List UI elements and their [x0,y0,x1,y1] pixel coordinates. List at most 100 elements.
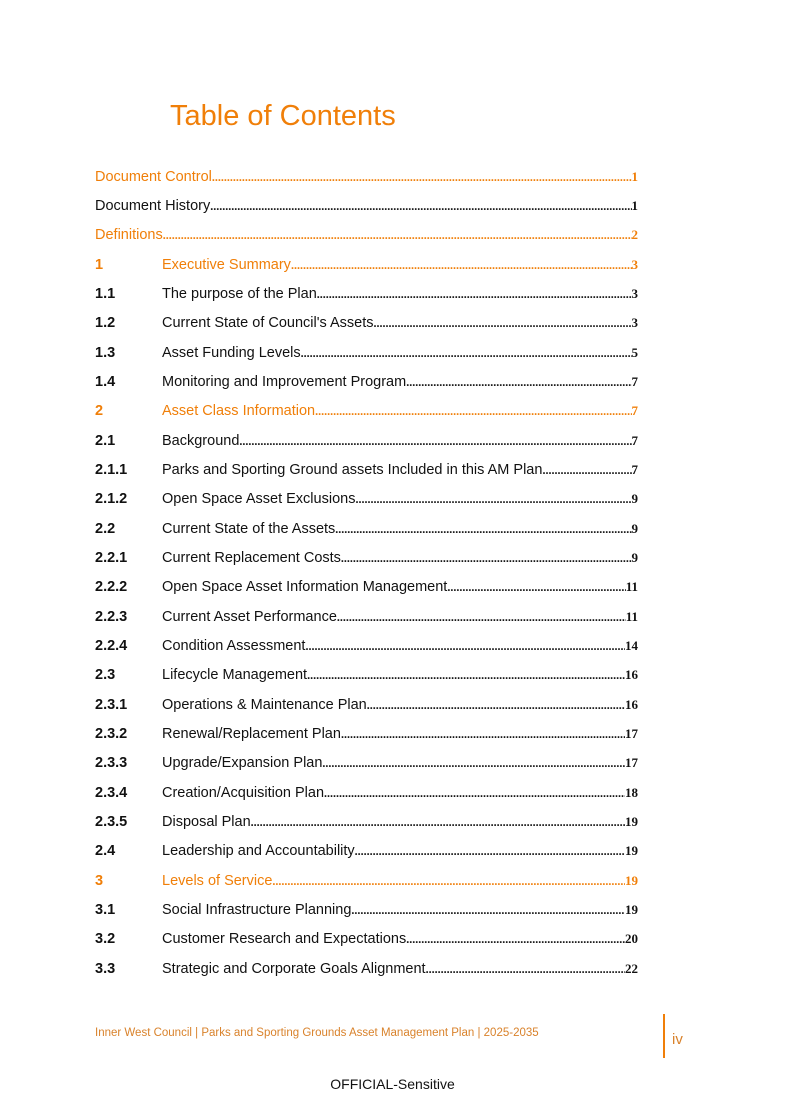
toc-entry[interactable]: 2.2.3 Current Asset Performance 11 [95,602,638,631]
toc-leader-dots [301,346,632,361]
toc-entry[interactable]: 3.1 Social Infrastructure Planning 19 [95,895,638,924]
toc-entry-label[interactable]: Definitions [95,227,163,244]
toc-entry[interactable]: 2.3.2 Renewal/Replacement Plan 17 [95,719,638,748]
toc-entry[interactable]: Definitions 2 [95,221,638,250]
toc-entry[interactable]: 2.1.2 Open Space Asset Exclusions 9 [95,485,638,514]
toc-entry-label[interactable]: Asset Funding Levels [162,344,301,361]
toc-entry[interactable]: 2.4 Leadership and Accountability 19 [95,837,638,866]
toc-entry[interactable]: 2.3 Lifecycle Management 16 [95,661,638,690]
toc-entry-label[interactable]: Strategic and Corporate Goals Alignment [162,960,426,977]
toc-entry-page[interactable]: 17 [625,725,638,741]
toc-entry-label[interactable]: Document History [95,197,211,214]
toc-entry[interactable]: 2.1.1 Parks and Sporting Ground assets In… [95,455,638,484]
toc-entry-label[interactable]: Executive Summary [162,256,291,273]
toc-entry-label[interactable]: Current State of the Assets [162,520,336,537]
toc-leader-dots [426,962,625,977]
toc-entry-page[interactable]: 14 [625,637,638,653]
toc-entry-label[interactable]: Open Space Asset Exclusions [162,491,356,508]
toc-entry-page[interactable]: 22 [625,960,638,976]
toc-entry-label[interactable]: Asset Class Information [162,403,316,420]
toc-entry[interactable]: 2.3.4 Creation/Acquisition Plan 18 [95,778,638,807]
toc-entry[interactable]: 3 Levels of Service 19 [95,866,638,895]
toc-entry-label[interactable]: Upgrade/Expansion Plan [162,755,323,772]
toc-entry-page[interactable]: 19 [625,813,638,829]
toc-entry-page[interactable]: 9 [631,549,639,565]
toc-leader-dots [305,639,625,654]
toc-entry-page[interactable]: 7 [631,403,639,419]
toc-entry-page[interactable]: 3 [631,285,639,301]
toc-entry[interactable]: 2.3.3 Upgrade/Expansion Plan 17 [95,749,638,778]
toc-leader-dots [406,932,625,947]
toc-entry-page[interactable]: 7 [631,373,639,389]
toc-entry-label[interactable]: Background [162,432,240,449]
toc-entry-page[interactable]: 1 [631,197,639,213]
toc-entry-page[interactable]: 19 [625,872,638,888]
toc-entry[interactable]: 1.3 Asset Funding Levels 5 [95,338,638,367]
toc-entry-page[interactable]: 1 [631,168,639,184]
toc-entry[interactable]: 2.3.1 Operations & Maintenance Plan 16 [95,690,638,719]
toc-entry[interactable]: 1.4 Monitoring and Improvement Program 7 [95,367,638,396]
toc-entry[interactable]: 2.2 Current State of the Assets 9 [95,514,638,543]
toc-entry-label[interactable]: Condition Assessment [162,637,306,654]
toc-entry-label[interactable]: Creation/Acquisition Plan [162,784,325,801]
toc-entry-label[interactable]: Current State of Council's Assets [162,315,374,332]
toc-entry[interactable]: 2.2.4 Condition Assessment 14 [95,631,638,660]
toc-entry-label[interactable]: Operations & Maintenance Plan [162,696,367,713]
toc-entry-label[interactable]: Social Infrastructure Planning [162,901,352,918]
toc-entry-label[interactable]: Monitoring and Improvement Program [162,373,407,390]
toc-entry-label[interactable]: Renewal/Replacement Plan [162,725,341,742]
toc-entry-label[interactable]: Customer Research and Expectations [162,931,407,948]
toc-leader-dots [335,522,631,537]
toc-entry[interactable]: Document History 1 [95,191,638,220]
toc-entry-page[interactable]: 9 [631,491,639,507]
toc-entry-number: 2.3.1 [95,696,128,713]
toc-leader-dots [239,434,631,449]
toc-entry-page[interactable]: 5 [631,344,639,360]
toc-entry[interactable]: 2 Asset Class Information 7 [95,397,638,426]
toc-entry[interactable]: 1.1 The purpose of the Plan 3 [95,279,638,308]
toc-entry[interactable]: 3.3 Strategic and Corporate Goals Alignme… [95,954,638,983]
toc-entry-page[interactable]: 3 [631,256,639,272]
toc-entry-number: 1.3 [95,344,116,361]
toc-entry[interactable]: 1 Executive Summary 3 [95,250,638,279]
toc-entry[interactable]: 1.2 Current State of Council's Assets 3 [95,309,638,338]
toc-entry-page[interactable]: 17 [625,755,638,771]
toc-leader-dots [272,874,625,889]
toc-entry[interactable]: 2.2.2 Open Space Asset Information Manage… [95,573,638,602]
toc-entry-page[interactable]: 19 [625,843,638,859]
toc-entry-label[interactable]: Leadership and Accountability [162,843,355,860]
toc-entry-page[interactable]: 16 [625,667,638,683]
toc-entry-label[interactable]: The purpose of the Plan [162,285,317,302]
toc-entry-page[interactable]: 11 [625,579,638,595]
toc-entry-label[interactable]: Open Space Asset Information Management [162,579,448,596]
toc-entry-number: 1.1 [95,285,116,302]
toc-entry-page[interactable]: 9 [631,520,639,536]
toc-leader-dots [163,228,632,243]
toc-entry[interactable]: 3.2 Customer Research and Expectations 20 [95,925,638,954]
toc-entry-page[interactable]: 19 [625,901,638,917]
toc-entry[interactable]: 2.3.5 Disposal Plan 19 [95,807,638,836]
toc-entry-page[interactable]: 11 [625,608,638,624]
toc-entry[interactable]: 2.1 Background 7 [95,426,638,455]
toc-entry-number: 3.1 [95,901,116,918]
toc-entry-label[interactable]: Levels of Service [162,872,273,889]
toc-entry-page[interactable]: 18 [625,784,638,800]
footer-divider [663,1014,665,1058]
toc-entry-label[interactable]: Lifecycle Management [162,667,308,684]
toc-entry[interactable]: Document Control 1 [95,162,638,191]
toc-entry-page[interactable]: 16 [625,696,638,712]
toc-entry-label[interactable]: Current Asset Performance [162,608,337,625]
toc-entry[interactable]: 2.2.1 Current Replacement Costs 9 [95,543,638,572]
toc-entry-page[interactable]: 7 [631,461,639,477]
toc-entry-number: 3 [95,872,104,889]
toc-entry-label[interactable]: Document Control [95,168,212,185]
toc-entry-number: 2 [95,403,104,420]
toc-entry-page[interactable]: 20 [625,931,638,947]
toc-entry-page[interactable]: 2 [631,227,639,243]
toc-leader-dots [324,786,625,801]
toc-entry-page[interactable]: 7 [631,432,639,448]
toc-entry-page[interactable]: 3 [631,315,639,331]
toc-entry-label[interactable]: Current Replacement Costs [162,549,341,566]
toc-entry-label[interactable]: Parks and Sporting Ground assets Include… [162,461,543,478]
toc-entry-label[interactable]: Disposal Plan [162,813,251,830]
